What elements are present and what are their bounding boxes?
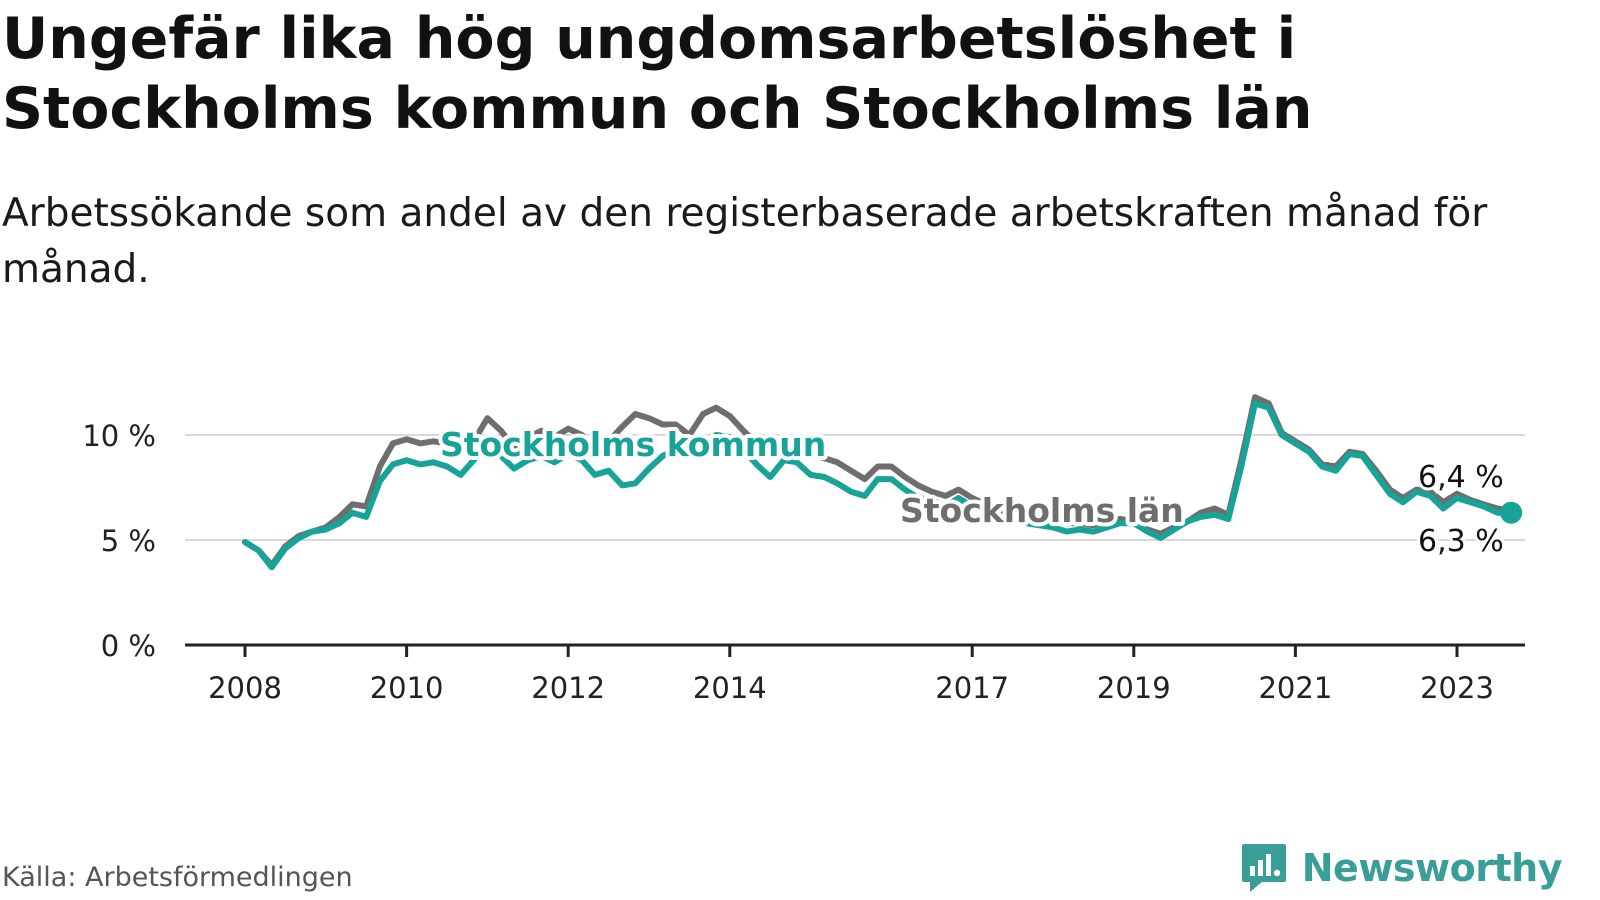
y-tick-label: 5 % bbox=[101, 524, 156, 558]
x-tick-label: 2023 bbox=[1420, 671, 1494, 705]
x-tick-label: 2021 bbox=[1258, 671, 1332, 705]
chart-subtitle: Arbetssökande som andel av den registerb… bbox=[2, 191, 1488, 292]
x-tick-label: 2017 bbox=[935, 671, 1009, 705]
end-label-kommun: 6,3 % bbox=[1418, 524, 1504, 559]
series-labels: Stockholms kommun Stockholms län bbox=[436, 421, 1188, 534]
brand-logo: Newsworthy bbox=[1240, 842, 1563, 894]
x-tick-label: 2010 bbox=[370, 671, 444, 705]
series-label-kommun: Stockholms kommun bbox=[440, 425, 826, 464]
brand-name: Newsworthy bbox=[1301, 846, 1563, 890]
y-axis: 0 % 5 % 10 % bbox=[82, 419, 156, 663]
bar-chart-badge-icon bbox=[1241, 844, 1286, 892]
gridlines bbox=[185, 434, 1525, 541]
series-lines bbox=[242, 394, 1515, 571]
x-tick-label: 2008 bbox=[208, 671, 282, 705]
x-tick-label: 2019 bbox=[1097, 671, 1171, 705]
y-tick-label: 0 % bbox=[101, 629, 156, 663]
series-label-lan: Stockholms län bbox=[900, 491, 1184, 530]
end-labels: 6,4 % 6,3 % bbox=[1415, 457, 1523, 562]
end-point-marker bbox=[1500, 501, 1523, 524]
x-tick-label: 2014 bbox=[693, 671, 767, 705]
end-label-lan: 6,4 % bbox=[1418, 460, 1504, 495]
x-axis: 2008 2010 2012 2014 2017 2019 2021 2023 bbox=[185, 643, 1525, 705]
x-tick-label: 2012 bbox=[531, 671, 605, 705]
page-title: Ungefär lika hög ungdomsarbetslöshet i S… bbox=[2, 6, 1313, 142]
series-line-kommun bbox=[242, 400, 1515, 571]
source-note: Källa: Arbetsförmedlingen bbox=[2, 862, 353, 893]
y-tick-label: 10 % bbox=[82, 419, 156, 453]
line-chart: 0 %5 %10 % 2008 2010 2012 2014 2017 2019 2021 2… bbox=[82, 394, 1525, 705]
